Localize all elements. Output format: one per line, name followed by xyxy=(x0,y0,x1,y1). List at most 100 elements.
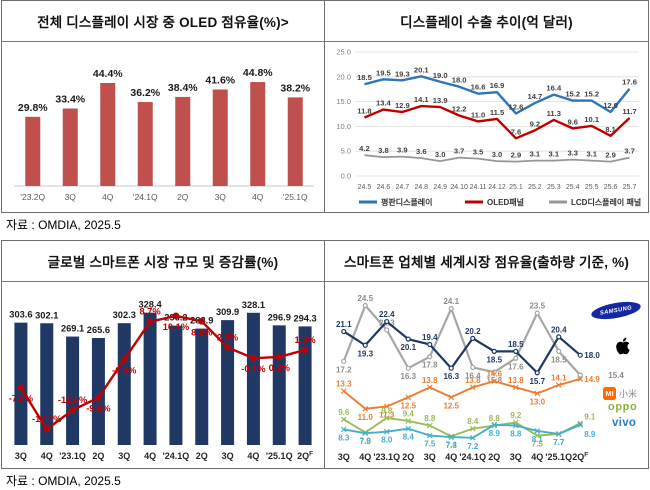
svg-text:20.2: 20.2 xyxy=(465,327,481,336)
svg-text:13.8: 13.8 xyxy=(465,376,481,385)
svg-text:7.3: 7.3 xyxy=(446,441,458,450)
vendor-share-title: 스마트폰 업체별 세계시장 점유율(출하량 기준, %) xyxy=(325,241,648,282)
svg-text:18.0: 18.0 xyxy=(584,351,600,360)
svg-text:8.4: 8.4 xyxy=(403,433,415,442)
display-export-title: 디스플레이 수출 추이(억 달러) xyxy=(325,1,648,42)
svg-text:7.5: 7.5 xyxy=(424,440,436,449)
svg-text:15.0: 15.0 xyxy=(336,97,351,106)
panel-vendor-share: 스마트폰 업체별 세계시장 점유율(출하량 기준, %) 3Q 4Q '23.1Q 2… xyxy=(325,241,648,468)
bottom-chart-row: 글로벌 스마트폰 시장 규모 및 증감률(%) 303.6 3Q 302.1 4Q 26… xyxy=(1,240,649,469)
svg-text:8.0: 8.0 xyxy=(381,436,393,445)
svg-text:24.6: 24.6 xyxy=(377,184,391,191)
svg-text:3Q: 3Q xyxy=(222,451,234,461)
svg-text:12.5: 12.5 xyxy=(400,401,416,410)
svg-text:2QF: 2QF xyxy=(572,452,588,463)
svg-text:3Q: 3Q xyxy=(215,192,227,202)
svg-text:3.1: 3.1 xyxy=(530,150,541,159)
svg-text:38.2%: 38.2% xyxy=(280,82,310,94)
svg-text:'25.1Q: '25.1Q xyxy=(545,452,572,462)
svg-text:302.3: 302.3 xyxy=(113,310,136,320)
svg-text:-0.1%: -0.1% xyxy=(241,364,266,374)
svg-text:9.8: 9.8 xyxy=(381,406,393,415)
svg-text:13.9: 13.9 xyxy=(433,96,448,105)
svg-text:-17.2%: -17.2% xyxy=(32,414,62,424)
svg-text:9.4: 9.4 xyxy=(403,409,415,418)
svg-text:309.9: 309.9 xyxy=(216,307,239,317)
svg-text:OLED패널: OLED패널 xyxy=(487,197,524,207)
svg-text:3.7: 3.7 xyxy=(454,147,465,156)
svg-text:18.5: 18.5 xyxy=(357,73,373,82)
svg-text:296.9: 296.9 xyxy=(268,312,291,322)
svg-text:328.4: 328.4 xyxy=(138,300,162,310)
svg-text:평판디스플레이: 평판디스플레이 xyxy=(381,197,433,207)
svg-text:3Q: 3Q xyxy=(510,452,522,462)
svg-text:20.1: 20.1 xyxy=(400,343,416,352)
svg-text:3Q: 3Q xyxy=(65,192,77,202)
vendor-share-line-chart: 3Q 4Q '23.1Q 2Q 3Q 4Q '24.1Q 2Q 3Q 4Q '25.1Q 2QF17.… xyxy=(336,294,624,463)
svg-text:14.9: 14.9 xyxy=(584,375,600,384)
svg-text:24.5: 24.5 xyxy=(357,294,373,303)
svg-text:8.9: 8.9 xyxy=(584,430,596,439)
svg-text:2Q: 2Q xyxy=(92,451,104,461)
svg-text:8.4: 8.4 xyxy=(467,417,479,426)
svg-text:16.4: 16.4 xyxy=(465,371,481,380)
svg-text:-9.6%: -9.6% xyxy=(86,404,111,414)
svg-text:24.9: 24.9 xyxy=(433,184,447,191)
svg-text:10.1%: 10.1% xyxy=(163,322,190,332)
svg-text:8.1: 8.1 xyxy=(605,125,616,134)
svg-text:17.2: 17.2 xyxy=(336,365,352,374)
svg-text:11.8: 11.8 xyxy=(357,106,371,115)
svg-text:2.9: 2.9 xyxy=(511,151,522,160)
svg-text:3Q: 3Q xyxy=(424,452,436,462)
svg-text:10.0: 10.0 xyxy=(336,122,351,131)
svg-text:11.3: 11.3 xyxy=(547,109,561,118)
svg-text:269.1: 269.1 xyxy=(61,324,84,334)
svg-text:2Q: 2Q xyxy=(402,452,414,462)
svg-text:11.5: 11.5 xyxy=(490,108,505,117)
svg-text:8.8: 8.8 xyxy=(510,430,522,439)
svg-text:4Q: 4Q xyxy=(359,452,371,462)
svg-text:17.8: 17.8 xyxy=(422,361,438,370)
svg-text:25.0: 25.0 xyxy=(336,48,351,57)
svg-text:3.5: 3.5 xyxy=(473,148,484,157)
svg-text:15.7: 15.7 xyxy=(529,377,545,386)
svg-text:2Q: 2Q xyxy=(196,451,208,461)
svg-text:24.11: 24.11 xyxy=(470,184,487,191)
oled-share-title: 전체 디스플레이 시장 중 OLED 점유율(%)> xyxy=(2,1,324,42)
svg-text:22.4: 22.4 xyxy=(379,310,395,319)
svg-text:'25.1Q: '25.1Q xyxy=(266,451,293,461)
svg-text:25.6: 25.6 xyxy=(604,184,618,191)
svg-text:3Q: 3Q xyxy=(15,451,27,461)
svg-text:-0.4%: -0.4% xyxy=(112,365,137,375)
svg-text:2.5%: 2.5% xyxy=(217,332,239,342)
svg-text:25.1: 25.1 xyxy=(509,184,523,191)
svg-text:7.7: 7.7 xyxy=(553,438,565,447)
svg-text:14.6: 14.6 xyxy=(486,370,502,379)
svg-text:16.6: 16.6 xyxy=(471,83,486,92)
svg-text:'23.2Q: '23.2Q xyxy=(20,192,45,202)
svg-text:4Q: 4Q xyxy=(41,451,53,461)
svg-text:4Q: 4Q xyxy=(445,452,457,462)
oled-share-bar-chart: 29.8% '23.2Q 33.4% 3Q 44.4% 4Q 36.2% '24.1Q 38.4… xyxy=(14,67,314,202)
svg-text:36.2%: 36.2% xyxy=(130,87,160,99)
svg-text:12.9: 12.9 xyxy=(603,101,618,110)
svg-text:25.2: 25.2 xyxy=(528,184,542,191)
svg-text:24.7: 24.7 xyxy=(396,184,410,191)
svg-text:11.0: 11.0 xyxy=(471,110,485,119)
svg-text:19.3: 19.3 xyxy=(357,349,373,358)
svg-text:9.2: 9.2 xyxy=(510,411,522,420)
svg-text:24.8: 24.8 xyxy=(414,184,428,191)
svg-text:44.4%: 44.4% xyxy=(93,68,123,80)
svg-text:8.1: 8.1 xyxy=(532,435,544,444)
svg-text:11.3: 11.3 xyxy=(379,410,395,419)
svg-text:3.7: 3.7 xyxy=(624,147,635,156)
svg-text:3.8: 3.8 xyxy=(378,146,389,155)
svg-text:16.9: 16.9 xyxy=(490,81,505,90)
svg-text:8.3: 8.3 xyxy=(338,433,350,442)
svg-text:303.6: 303.6 xyxy=(9,310,32,320)
svg-text:16.3: 16.3 xyxy=(443,372,459,381)
svg-text:19.4: 19.4 xyxy=(422,333,438,342)
source-note-bottom: 자료 : OMDIA, 2025.5 xyxy=(6,474,121,488)
svg-text:13.8: 13.8 xyxy=(508,376,524,385)
svg-text:0.0: 0.0 xyxy=(341,172,351,181)
